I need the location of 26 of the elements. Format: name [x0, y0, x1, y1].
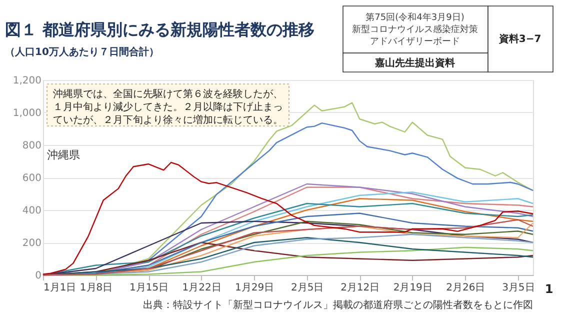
- x-tick-label: 1月29日: [235, 282, 274, 294]
- x-tick-label: 2月19日: [393, 282, 432, 294]
- y-tick-label: 0: [35, 270, 42, 282]
- x-tick-label: 1月8日: [80, 282, 113, 294]
- y-tick-label: 200: [22, 238, 42, 249]
- x-tick-label: 2月12日: [340, 282, 380, 294]
- y-tick-label: 400: [22, 206, 42, 216]
- y-tick-label: 600: [22, 173, 42, 184]
- text: 資料3−7: [498, 33, 542, 45]
- x-tick-label: 1月15日: [129, 282, 169, 294]
- x-tick-label: 3月5日: [502, 282, 535, 294]
- x-tick-label: 2月26日: [446, 282, 486, 294]
- x-tick-label: 1月22日: [182, 282, 222, 294]
- text: 嘉山先生提出資料: [375, 57, 455, 69]
- text: 1: [544, 282, 554, 296]
- source-note: 出典：特設サイト「新型コロナウイルス」掲載の都道府県ごとの陽性者数をもとに作図: [143, 299, 533, 311]
- annotation: 沖縄県では、全国に先駆けて第６波を経験したが、１月中旬より減少してきた。２月以降は下げ止まっていたが、２月下旬より徐々に増加に転じている。: [53, 88, 283, 126]
- text: 第75回(令和4年3月9日)新型コロナウイルス感染症対策アドバイザリーボード: [352, 12, 478, 47]
- x-tick-label: 2月5日: [290, 282, 324, 294]
- chart-title: 図１ 都道府県別にみる新規陽性者数の推移: [5, 20, 315, 39]
- x-tick-label: 1月1日: [44, 282, 76, 294]
- y-tick-label: 1,000: [12, 108, 42, 119]
- chart-subtitle: （人口10万人あたり７日間合計）: [5, 46, 159, 58]
- y-tick-label: 800: [22, 140, 42, 152]
- y-tick-label: 1,200: [12, 76, 42, 86]
- text: 沖縄県: [46, 148, 80, 162]
